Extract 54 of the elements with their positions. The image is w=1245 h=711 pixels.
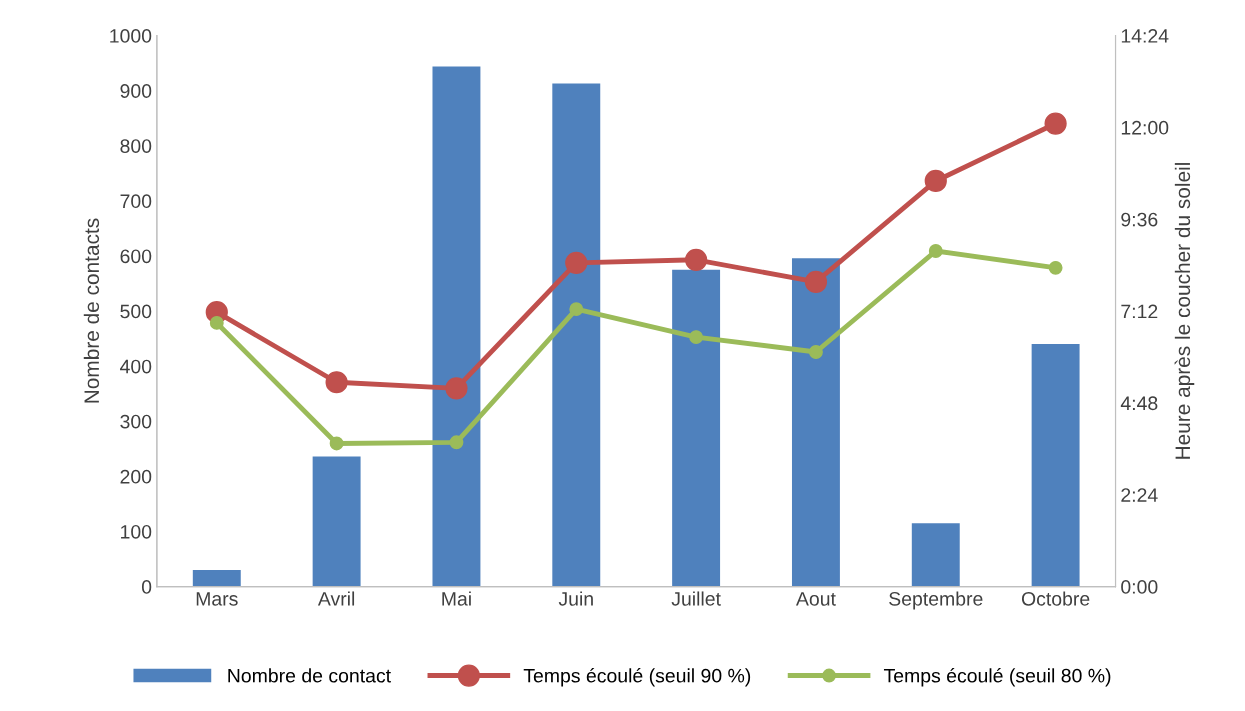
y-tick-label: 700 — [120, 194, 152, 209]
y-tick-label: 500 — [120, 304, 152, 319]
x-tick-label: Juillet — [671, 591, 721, 606]
point — [804, 270, 828, 294]
y2-tick-label: 9:36 — [1121, 212, 1158, 227]
x-tick-label: Juin — [558, 591, 593, 606]
point — [569, 302, 584, 317]
bar — [552, 83, 601, 587]
y2-tick-label: 14:24 — [1121, 29, 1169, 43]
y2-tick-label: 0:00 — [1121, 580, 1158, 594]
y2-tick-label: 2:24 — [1121, 488, 1158, 502]
point — [689, 330, 704, 345]
legend-label: Temps écoulé (seuil 80 %) — [883, 668, 1111, 687]
x-tick-label: Octobre — [1021, 591, 1090, 606]
y-tick-label: 800 — [120, 139, 152, 153]
y2-tick-label: 12:00 — [1121, 120, 1169, 135]
legend-label: Temps écoulé (seuil 90 %) — [523, 668, 751, 687]
bar — [192, 570, 241, 587]
y-axis-title: Nombre de contacts — [83, 218, 100, 403]
bar — [1031, 344, 1080, 587]
y-tick-label: 600 — [120, 249, 152, 264]
bar — [432, 66, 481, 587]
point — [449, 435, 464, 450]
point — [565, 251, 588, 274]
y-tick-label: 200 — [120, 469, 152, 484]
y2-tick-label: 4:48 — [1120, 396, 1158, 411]
legend-label: Nombre de contact — [228, 668, 391, 683]
bar — [791, 258, 840, 587]
y-tick-label: 900 — [120, 84, 152, 98]
point — [928, 244, 943, 258]
point — [325, 371, 348, 394]
y-tick-label: 100 — [121, 524, 152, 539]
point — [1044, 112, 1067, 135]
x-tick-label: Mai — [442, 591, 471, 606]
point — [445, 377, 468, 400]
bar — [672, 269, 721, 587]
point — [684, 248, 708, 271]
y2-tick-label: 7:12 — [1121, 304, 1158, 319]
bar — [911, 523, 960, 587]
x-tick-label: Mars — [196, 592, 238, 606]
point — [209, 315, 224, 330]
y-tick-label: 400 — [120, 359, 152, 374]
point — [808, 345, 823, 359]
point — [329, 436, 344, 451]
y-tick-label: 300 — [120, 414, 152, 429]
y2-axis-title: Heure après le coucher du soleil — [1174, 163, 1195, 459]
x-tick-label: Aout — [795, 592, 836, 606]
x-tick-label: Septembre — [889, 591, 983, 610]
point — [1048, 260, 1063, 275]
point — [924, 169, 947, 193]
x-tick-label: Avril — [317, 591, 355, 606]
bar — [312, 456, 361, 587]
y-tick-label: 1000 — [110, 29, 152, 43]
y-tick-label: 0 — [141, 580, 152, 594]
